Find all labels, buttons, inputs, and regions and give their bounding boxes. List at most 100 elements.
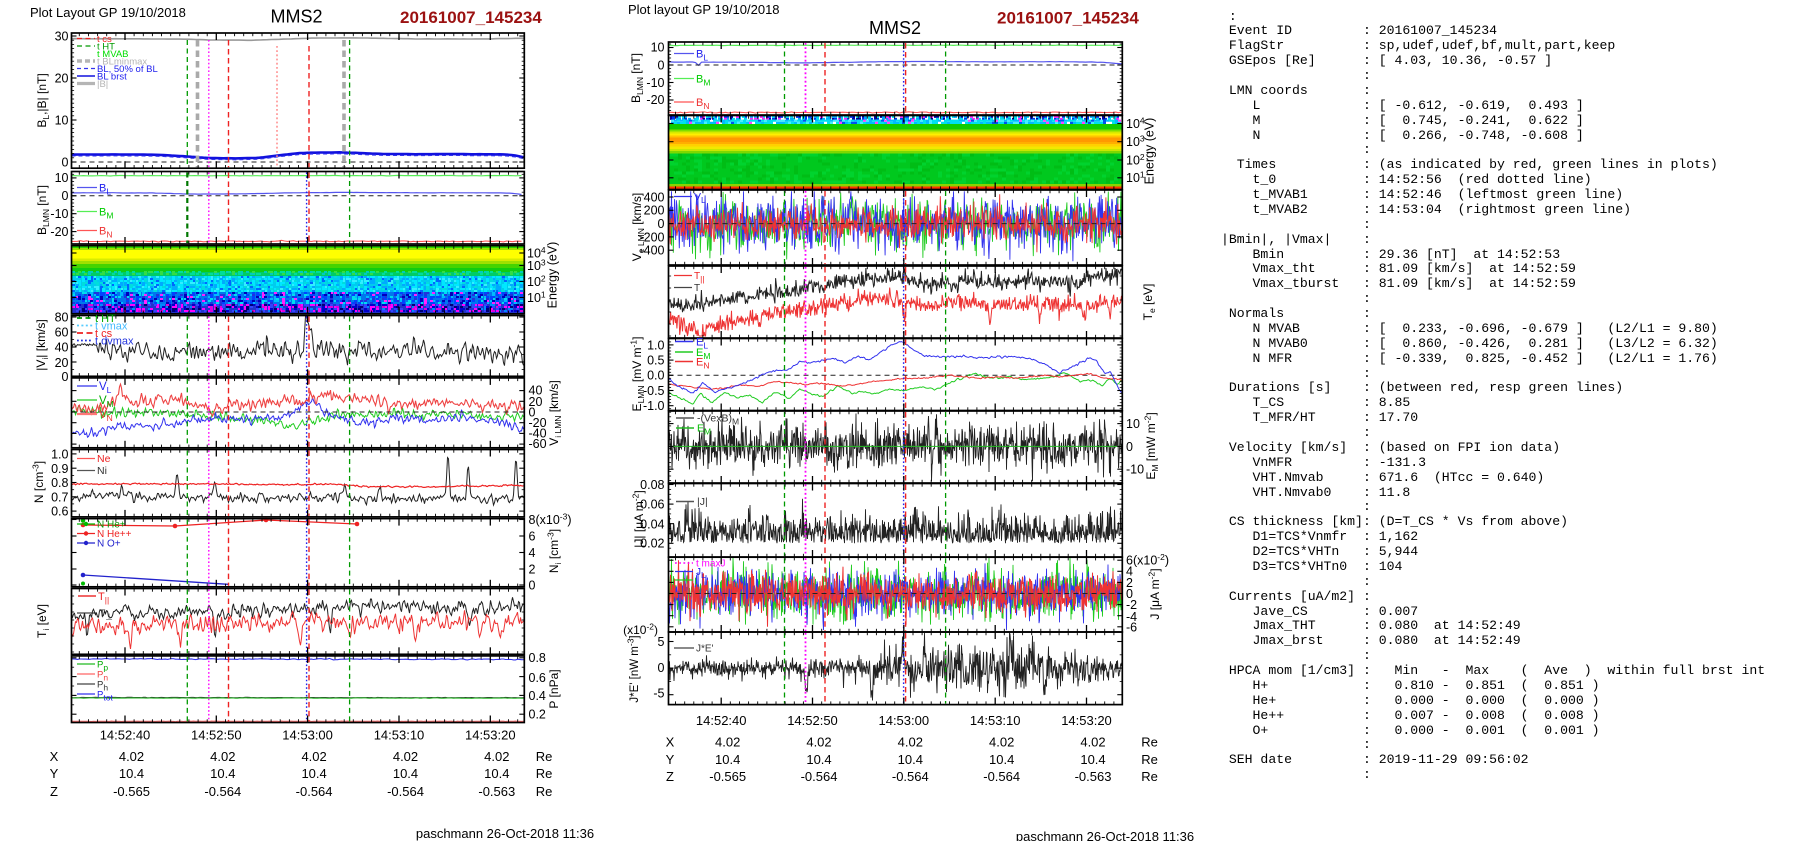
svg-text:10.4: 10.4	[119, 766, 144, 781]
svg-text:Ptot: Ptot	[97, 689, 113, 702]
svg-text:|B|: |B|	[97, 79, 108, 90]
svg-text:ELMN [mV m-1]: ELMN [mV m-1]	[629, 337, 647, 412]
svg-text:10.4: 10.4	[715, 752, 740, 767]
svg-text:4.02: 4.02	[393, 749, 418, 764]
svg-text:BL, 50% of BL: BL, 50% of BL	[97, 64, 158, 75]
svg-text:X: X	[666, 735, 675, 750]
svg-text:0: 0	[1126, 440, 1133, 454]
svg-text:-20: -20	[646, 93, 664, 107]
svg-text:T||: T||	[98, 591, 109, 605]
svg-text:0.7: 0.7	[51, 490, 68, 504]
svg-text:10: 10	[651, 41, 665, 55]
svg-text:BN: BN	[99, 225, 112, 239]
svg-text:14:52:40: 14:52:40	[696, 713, 747, 728]
svg-text:BL: BL	[99, 182, 111, 196]
svg-text:-0.564: -0.564	[801, 769, 838, 784]
svg-text:Pp: Pp	[97, 659, 108, 672]
svg-text:4.02: 4.02	[806, 735, 831, 750]
svg-text:-0.565: -0.565	[113, 784, 150, 799]
svg-text:10.4: 10.4	[806, 752, 831, 767]
svg-text:|J|: |J|	[697, 496, 708, 508]
svg-text:EN: EN	[696, 356, 709, 370]
svg-text:0.5: 0.5	[647, 354, 664, 368]
svg-text:Re: Re	[1141, 769, 1158, 784]
svg-text:J*E': J*E'	[696, 644, 714, 655]
svg-text:Plot Layout GP 19/10/2018: Plot Layout GP 19/10/2018	[30, 5, 186, 20]
svg-text:10.4: 10.4	[210, 766, 235, 781]
svg-text:0.9: 0.9	[51, 462, 68, 476]
svg-text:-6: -6	[1126, 621, 1137, 635]
svg-text:N He++: N He++	[97, 529, 132, 540]
svg-text:BLMN [nT]: BLMN [nT]	[35, 185, 51, 235]
svg-text:10.4: 10.4	[898, 752, 923, 767]
svg-text:-10: -10	[1126, 463, 1144, 477]
svg-text:8(x10-3): 8(x10-3)	[529, 511, 572, 527]
svg-text:0.6: 0.6	[529, 671, 546, 685]
svg-text:2: 2	[1126, 576, 1133, 590]
svg-text:t cs: t cs	[95, 328, 113, 340]
svg-text:X: X	[50, 749, 59, 764]
svg-text:Ni: Ni	[97, 465, 107, 477]
svg-text:0: 0	[1126, 587, 1133, 601]
svg-text:4.02: 4.02	[210, 749, 235, 764]
svg-text:-40: -40	[529, 426, 547, 440]
svg-text:14:52:50: 14:52:50	[191, 728, 242, 743]
svg-text:-0.565: -0.565	[709, 769, 746, 784]
svg-text:MMS2: MMS2	[869, 18, 921, 38]
svg-text:MMS2: MMS2	[270, 6, 322, 26]
svg-text:20161007_145234: 20161007_145234	[400, 8, 542, 27]
svg-text:10: 10	[55, 113, 69, 127]
svg-text:4.02: 4.02	[898, 735, 923, 750]
svg-text:-0.564: -0.564	[983, 769, 1020, 784]
svg-text:Energy (eV): Energy (eV)	[545, 242, 559, 309]
svg-text:101: 101	[527, 289, 546, 305]
svg-text:Y: Y	[50, 766, 59, 781]
svg-text:-1.0: -1.0	[643, 399, 665, 413]
svg-text:J*E' [nW m-3]: J*E' [nW m-3]	[626, 635, 642, 702]
svg-text:-20: -20	[529, 416, 547, 430]
svg-text:-2: -2	[1126, 598, 1137, 612]
svg-text:0: 0	[658, 661, 665, 675]
svg-text:-10: -10	[646, 76, 664, 90]
svg-text:0: 0	[62, 370, 69, 384]
svg-text:1.0: 1.0	[647, 338, 664, 352]
svg-text:20: 20	[55, 356, 69, 370]
svg-text:40: 40	[529, 383, 543, 397]
svg-text:BLMN [nT]: BLMN [nT]	[629, 53, 645, 103]
svg-text:0.02: 0.02	[640, 537, 664, 551]
svg-text:4.02: 4.02	[119, 749, 144, 764]
svg-text:102: 102	[527, 273, 546, 289]
svg-text:Re: Re	[536, 766, 553, 781]
svg-text:N He+: N He+	[97, 520, 126, 531]
svg-text:-10: -10	[50, 207, 68, 221]
svg-text:EM: EM	[697, 423, 711, 437]
svg-text:20161007_145234: 20161007_145234	[997, 8, 1139, 27]
svg-text:0.04: 0.04	[640, 518, 664, 532]
svg-text:400: 400	[644, 190, 665, 204]
svg-text:-5: -5	[653, 687, 664, 701]
svg-text:1.0: 1.0	[51, 447, 68, 461]
svg-text:10.4: 10.4	[484, 766, 509, 781]
svg-text:EM: EM	[696, 347, 710, 361]
svg-text:VL: VL	[694, 191, 706, 205]
svg-text:VN: VN	[99, 409, 113, 423]
svg-text:200: 200	[644, 204, 665, 218]
svg-text:EM [mW m-2]: EM [mW m-2]	[1143, 412, 1161, 479]
svg-text:-0.563: -0.563	[1075, 769, 1112, 784]
svg-text:-0.564: -0.564	[892, 769, 929, 784]
svg-text:Te [eV]: Te [eV]	[1141, 284, 1157, 321]
svg-text:4: 4	[529, 546, 536, 560]
svg-text:t BLminmax: t BLminmax	[97, 56, 147, 67]
svg-text:60: 60	[55, 325, 69, 339]
svg-text:14:53:20: 14:53:20	[1061, 713, 1112, 728]
svg-text:5: 5	[658, 635, 665, 649]
svg-text:BL: BL	[696, 48, 708, 62]
svg-text:0: 0	[529, 405, 536, 419]
svg-text:Vi LMN [km/s]: Vi LMN [km/s]	[547, 380, 563, 446]
svg-text:Y: Y	[666, 752, 675, 767]
svg-text:(x10-2): (x10-2)	[623, 622, 658, 638]
svg-text:EL: EL	[696, 336, 708, 350]
svg-text:14:52:40: 14:52:40	[100, 728, 151, 743]
svg-text:Energy (eV): Energy (eV)	[1142, 118, 1156, 185]
svg-text:JL: JL	[696, 567, 706, 580]
